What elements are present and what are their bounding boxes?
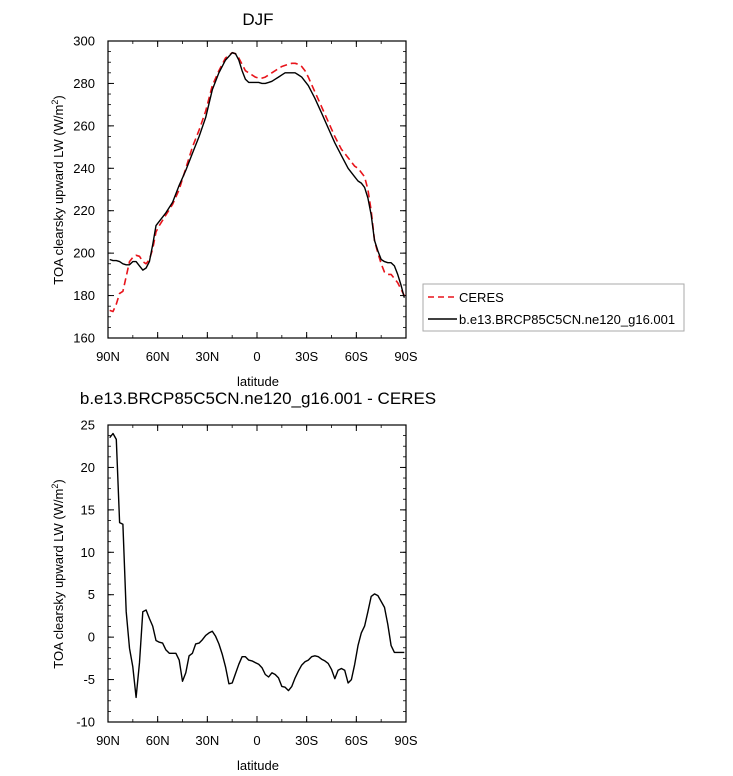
y-tick-label: 10	[81, 545, 95, 560]
legend-label-ceres: CERES	[459, 290, 504, 305]
x-tick-label: 60S	[345, 733, 368, 748]
plot-frame	[107, 40, 407, 339]
x-tick-label: 30N	[195, 349, 219, 364]
x-tick-label: 30N	[195, 733, 219, 748]
y-tick-label: 200	[73, 246, 95, 261]
y-tick-label: -5	[83, 672, 95, 687]
x-tick-label: 60N	[146, 349, 170, 364]
y-tick-label: 240	[73, 161, 95, 176]
bottom-chart-xlabel: latitude	[237, 758, 279, 773]
x-tick-label: 0	[253, 349, 260, 364]
series-line-b-e13-brcp85c5cn-ne120-g16-001	[109, 52, 405, 298]
top-chart-plot-area: 90N 60N 30N 0 30S 60S 90S 160 180 200 220 240 260 280…	[73, 34, 418, 365]
legend: CERES b.e13.BRCP85C5CN.ne120_g16.001	[422, 283, 685, 332]
x-tick-label: 30S	[295, 349, 318, 364]
x-tick-label: 90S	[394, 349, 417, 364]
x-tick-label: 90S	[394, 733, 417, 748]
x-tick-label: 60S	[345, 349, 368, 364]
top-chart-title: DJF	[242, 10, 273, 29]
top-chart-xlabel: latitude	[237, 374, 279, 389]
series-line-series-0	[109, 432, 405, 699]
y-tick-label: 25	[81, 418, 95, 433]
y-tick-label: 20	[81, 460, 95, 475]
y-tick-label: 280	[73, 76, 95, 91]
y-tick-label: 300	[73, 34, 95, 49]
y-tick-label: 180	[73, 288, 95, 303]
bottom-chart-ylabel: TOA clearsky upward LW (W/m2)	[50, 479, 66, 668]
y-tick-label: 260	[73, 118, 95, 133]
y-tick-label: 5	[88, 587, 95, 602]
x-tick-label: 30S	[295, 733, 318, 748]
y-tick-label: 160	[73, 331, 95, 346]
x-tick-label: 60N	[146, 733, 170, 748]
series-line-ceres	[109, 51, 406, 313]
x-tick-label: 0	[253, 733, 260, 748]
x-tick-label: 90N	[96, 349, 120, 364]
bottom-chart-title: b.e13.BRCP85C5CN.ne120_g16.001 - CERES	[80, 389, 436, 408]
y-tick-label: 220	[73, 203, 95, 218]
bottom-chart: b.e13.BRCP85C5CN.ne120_g16.001 - CERES 9…	[50, 389, 436, 773]
legend-label-model: b.e13.BRCP85C5CN.ne120_g16.001	[459, 312, 675, 327]
plot-frame	[107, 424, 407, 723]
top-chart-ylabel: TOA clearsky upward LW (W/m2)	[50, 95, 66, 284]
legend-box	[422, 283, 685, 332]
y-tick-label: -10	[76, 715, 95, 730]
bottom-chart-plot-area: 90N 60N 30N 0 30S 60S 90S -10 -5 0 5 10 15 20 25	[76, 418, 418, 749]
x-tick-label: 90N	[96, 733, 120, 748]
y-tick-label: 15	[81, 502, 95, 517]
top-chart: DJF 90N 60N 30N 0 30S 60S 90S 160 180 200 220 240 26…	[50, 10, 685, 389]
y-tick-label: 0	[88, 630, 95, 645]
